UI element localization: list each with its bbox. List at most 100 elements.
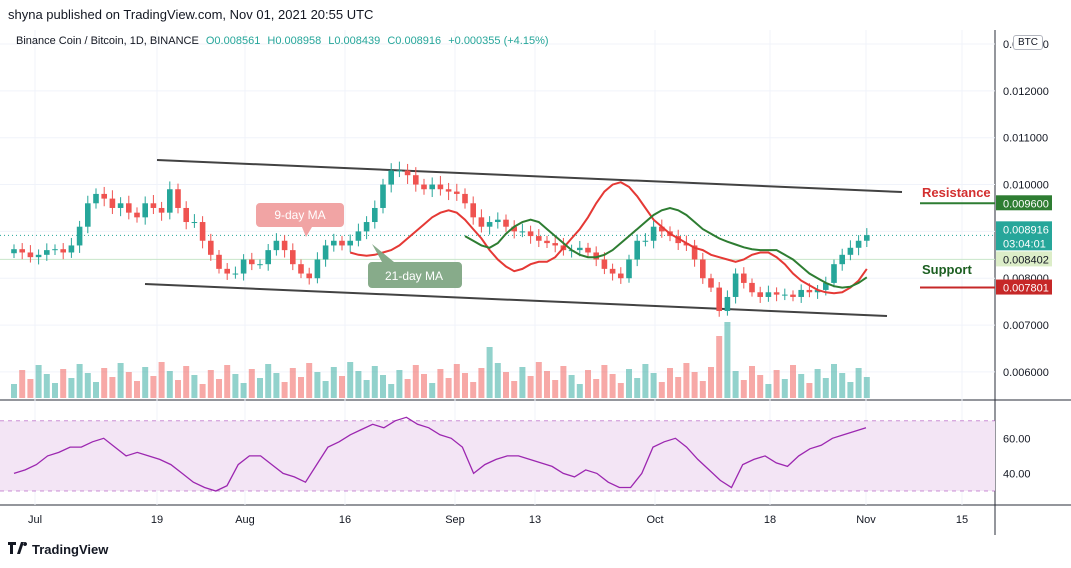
candle-body bbox=[191, 222, 198, 224]
volume-bar bbox=[609, 374, 616, 398]
volume-bar bbox=[109, 377, 116, 398]
volume-bar bbox=[626, 369, 632, 398]
candle-body bbox=[798, 289, 804, 297]
candle-body bbox=[199, 222, 206, 241]
ma9-line bbox=[349, 181, 868, 295]
volume-bar bbox=[527, 376, 534, 398]
volume-bar bbox=[273, 373, 280, 398]
volume-bar bbox=[560, 366, 567, 398]
volume-bar bbox=[437, 369, 444, 398]
candle-body bbox=[708, 278, 714, 288]
volume-bar bbox=[798, 374, 805, 398]
candle-body bbox=[208, 240, 214, 255]
volume-bar bbox=[642, 364, 649, 398]
ma21-callout bbox=[368, 244, 462, 288]
volume-bar bbox=[289, 368, 296, 398]
price-marker-box bbox=[996, 251, 1052, 267]
time-tick-label: Sep bbox=[445, 514, 465, 526]
volume-bars bbox=[11, 322, 870, 398]
rsi-band-fill bbox=[0, 420, 995, 491]
candle-body bbox=[536, 236, 542, 241]
volume-bar bbox=[19, 370, 26, 398]
price-marker-box bbox=[996, 195, 1052, 211]
volume-bar bbox=[199, 384, 206, 398]
candle-body bbox=[839, 254, 845, 265]
candle-body bbox=[486, 222, 493, 227]
volume-bar bbox=[773, 370, 780, 398]
volume-bar bbox=[84, 373, 91, 398]
volume-bar bbox=[404, 379, 411, 398]
volume-bar bbox=[855, 368, 862, 398]
candle-body bbox=[281, 240, 288, 251]
candle-body bbox=[85, 203, 91, 227]
candle-body bbox=[339, 240, 345, 246]
candle-body bbox=[150, 203, 157, 208]
candle-body bbox=[224, 268, 230, 274]
volume-bar bbox=[708, 367, 714, 398]
candle-body bbox=[306, 273, 312, 279]
time-tick-label: Jul bbox=[28, 514, 42, 526]
volume-bar bbox=[839, 373, 846, 398]
candle-body bbox=[462, 193, 468, 204]
volume-bar bbox=[388, 384, 395, 398]
volume-bar bbox=[716, 336, 723, 398]
volume-bar bbox=[445, 378, 452, 398]
volume-bar bbox=[453, 364, 460, 398]
candle-body bbox=[134, 212, 140, 218]
volume-bar bbox=[150, 376, 157, 398]
footer-brand[interactable]: TradingView bbox=[8, 542, 108, 557]
candle-body bbox=[216, 254, 222, 269]
volume-bar bbox=[355, 371, 362, 398]
volume-bar bbox=[831, 364, 837, 398]
price-axis[interactable]: 0.0130000.0120000.0110000.0100000.009000… bbox=[996, 39, 1052, 379]
candle-body bbox=[257, 264, 263, 266]
symbol-label[interactable]: Binance Coin / Bitcoin, 1D, BINANCE bbox=[16, 35, 199, 47]
channel-upper-line bbox=[156, 159, 903, 193]
volume-bar bbox=[593, 379, 600, 398]
candle-body bbox=[790, 294, 796, 297]
volume-bar bbox=[35, 365, 42, 398]
candle-body bbox=[806, 289, 813, 293]
rsi-tick-label: 40.00 bbox=[1003, 468, 1031, 480]
candle-body bbox=[273, 240, 280, 251]
volume-bar bbox=[207, 370, 214, 398]
candle-body bbox=[757, 292, 763, 297]
price-marker-box bbox=[996, 221, 1052, 237]
time-tick-label: 16 bbox=[339, 514, 351, 526]
rsi-line bbox=[13, 416, 867, 492]
volume-bar bbox=[478, 368, 485, 398]
candle-body bbox=[265, 250, 271, 265]
volume-bar bbox=[93, 382, 99, 398]
volume-bar bbox=[68, 378, 75, 398]
currency-badge[interactable]: BTC bbox=[1013, 35, 1043, 50]
volume-bar bbox=[429, 383, 436, 398]
volume-bar bbox=[125, 372, 132, 398]
price-tick-label: 0.011000 bbox=[1003, 133, 1048, 145]
candle-body bbox=[470, 203, 476, 218]
candle-body bbox=[331, 240, 337, 246]
time-tick-label: 13 bbox=[529, 514, 541, 526]
candle-body bbox=[593, 252, 599, 260]
volume-bar bbox=[740, 380, 747, 398]
volume-bar bbox=[240, 383, 247, 398]
time-axis[interactable]: Jul 19 Aug 16 Sep 13 Oct 18 Nov 15 bbox=[28, 514, 968, 526]
volume-bar bbox=[330, 367, 337, 398]
volume-bar bbox=[175, 380, 181, 398]
volume-bar bbox=[298, 377, 304, 398]
volume-bar bbox=[52, 383, 58, 398]
volume-bar bbox=[757, 375, 764, 398]
time-tick-label: Aug bbox=[235, 514, 255, 526]
volume-bar bbox=[486, 347, 493, 398]
candle-body bbox=[552, 243, 558, 246]
volume-bar bbox=[27, 379, 34, 398]
candle-body bbox=[126, 203, 132, 213]
candle-body bbox=[527, 231, 534, 237]
volume-bar bbox=[790, 365, 796, 398]
volume-bar bbox=[412, 365, 419, 398]
volume-bar bbox=[806, 383, 813, 398]
volume-bar bbox=[724, 322, 731, 398]
volume-bar bbox=[265, 364, 272, 398]
candle-body bbox=[741, 273, 747, 283]
